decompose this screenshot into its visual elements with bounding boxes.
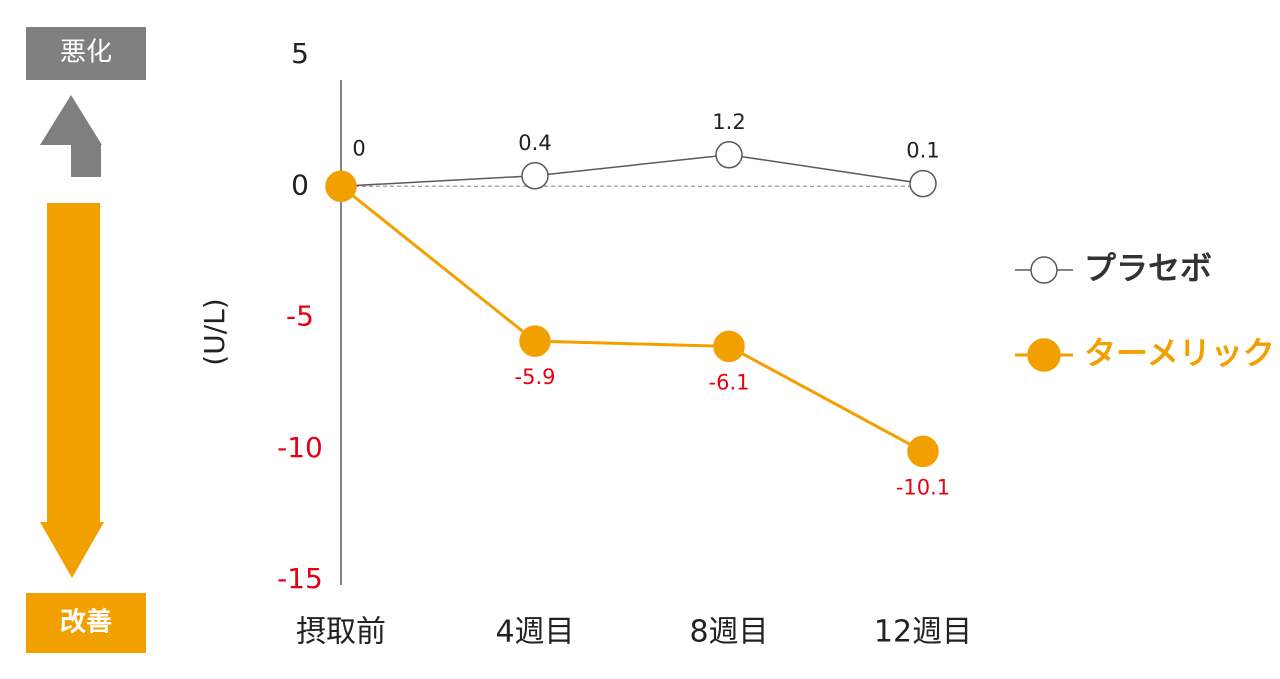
legend-marker bbox=[1030, 256, 1058, 284]
x-tick-label: 4週目 bbox=[495, 615, 574, 650]
better-arrow bbox=[40, 203, 104, 578]
legend-marker bbox=[1027, 338, 1061, 372]
data-label: -6.1 bbox=[709, 370, 750, 394]
data-label: -5.9 bbox=[515, 365, 556, 389]
better-box bbox=[26, 593, 146, 653]
data-label: 0.4 bbox=[518, 131, 551, 155]
legend-label: ターメリック bbox=[1084, 334, 1275, 372]
y-tick-label: 0 bbox=[291, 168, 309, 201]
x-tick-label: 12週目 bbox=[874, 615, 972, 650]
point bbox=[715, 141, 743, 169]
worse-arrow bbox=[40, 95, 102, 177]
point bbox=[325, 170, 357, 202]
better-label: 改善 bbox=[60, 607, 112, 638]
series-line bbox=[340, 153, 924, 187]
y-axis-label: (U/L) bbox=[198, 298, 231, 365]
data-label: 0 bbox=[352, 136, 365, 160]
worse-label: 悪化 bbox=[60, 38, 112, 68]
data-label: 1.2 bbox=[712, 110, 745, 134]
point bbox=[519, 325, 551, 357]
y-tick-label: -10 bbox=[277, 431, 323, 464]
point bbox=[907, 435, 939, 468]
point bbox=[521, 162, 549, 190]
worse-box bbox=[26, 27, 146, 80]
x-tick-label: 摂取前 bbox=[296, 615, 386, 650]
data-label: -10.1 bbox=[896, 475, 950, 499]
data-label: 0.1 bbox=[906, 139, 939, 163]
y-tick-label: -5 bbox=[286, 300, 314, 333]
x-tick-label: 8週目 bbox=[689, 615, 768, 650]
series-line bbox=[340, 185, 924, 453]
y-tick-label: -15 bbox=[277, 562, 323, 595]
y-tick-label: 5 bbox=[291, 37, 309, 70]
point bbox=[909, 169, 937, 198]
legend-label: プラセボ bbox=[1084, 249, 1212, 287]
point bbox=[713, 330, 745, 363]
